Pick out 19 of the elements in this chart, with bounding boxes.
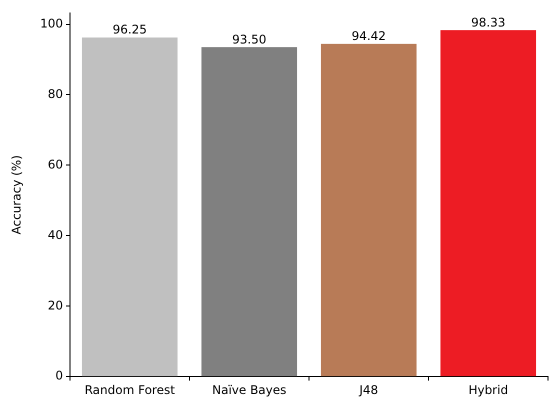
- x-tick-label: Hybrid: [468, 382, 508, 397]
- y-tick-label: 20: [48, 298, 63, 312]
- y-tick-label: 40: [48, 228, 63, 242]
- bar: [82, 37, 178, 376]
- y-tick-label: 80: [48, 86, 63, 101]
- bar: [440, 30, 536, 376]
- x-tick-label: Naïve Bayes: [212, 382, 286, 397]
- data-label: 94.42: [352, 29, 386, 44]
- y-axis-title: Accuracy (%): [9, 155, 24, 234]
- x-tick-label: Random Forest: [84, 382, 176, 397]
- y-tick-label: 0: [55, 368, 63, 383]
- bar: [201, 47, 298, 376]
- y-tick-label: 100: [40, 16, 63, 30]
- x-tick-label: J48: [358, 382, 378, 397]
- data-label: 98.33: [471, 15, 506, 30]
- data-label: 96.25: [112, 22, 147, 37]
- bar: [320, 44, 417, 376]
- y-tick-label: 60: [48, 157, 63, 172]
- data-label: 93.50: [232, 32, 266, 46]
